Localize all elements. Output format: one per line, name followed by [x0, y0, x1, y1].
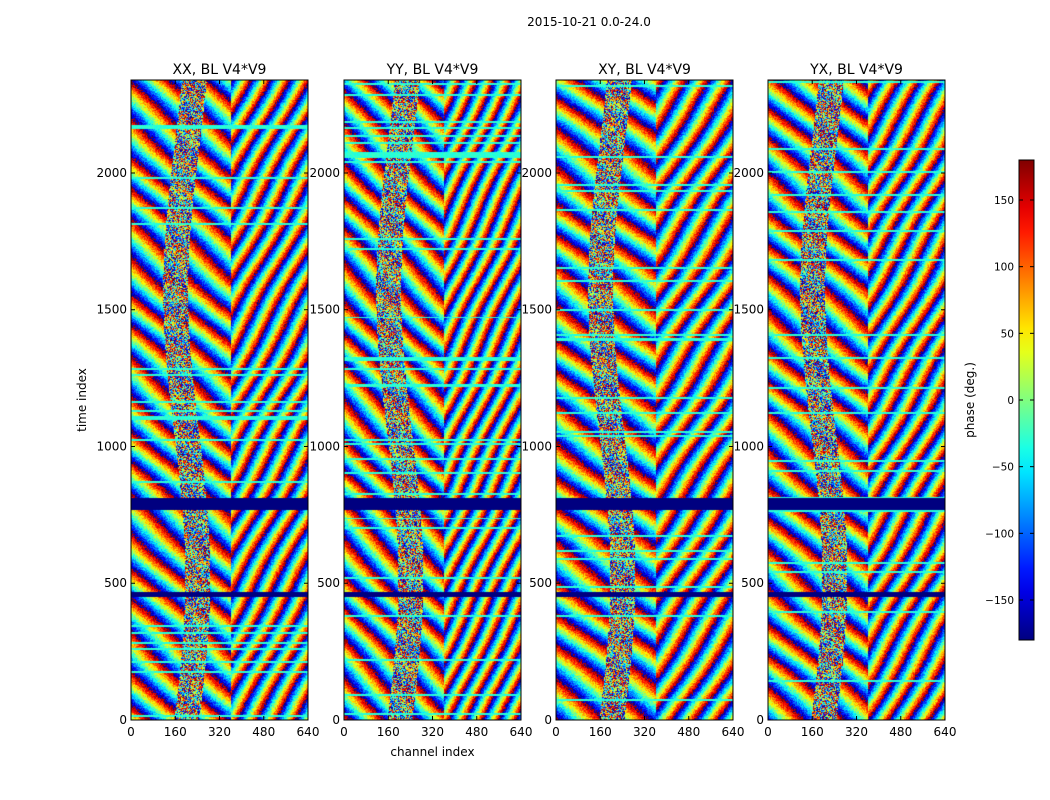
x-tick-label: 0: [340, 725, 348, 739]
y-tick-label: 2000: [733, 166, 764, 180]
y-tick-label: 1000: [96, 439, 127, 453]
y-tick-label: 1500: [96, 303, 127, 317]
x-tick-label: 640: [297, 725, 320, 739]
panel-title: XY, BL V4*V9: [598, 62, 691, 78]
y-tick-label: 2000: [309, 166, 340, 180]
x-tick-label: 0: [552, 725, 560, 739]
y-tick-label: 500: [529, 576, 552, 590]
x-tick-label: 160: [164, 725, 187, 739]
y-tick-label: 1000: [521, 439, 552, 453]
x-tick-label: 640: [934, 725, 957, 739]
panel-0: XX, BL V4*V9 0 160 320 480 640 0 500 1000 1500 200…: [75, 62, 319, 739]
colorbar-tick-label: −150: [985, 595, 1014, 607]
y-tick-label: 500: [104, 576, 127, 590]
y-tick-label: 1500: [733, 303, 764, 317]
y-tick-label: 1500: [521, 303, 552, 317]
x-tick-label: 480: [252, 725, 275, 739]
x-tick-label: 160: [801, 725, 824, 739]
panel-title: XX, BL V4*V9: [173, 62, 267, 78]
x-tick-label: 480: [889, 725, 912, 739]
colorbar-tick-label: 150: [994, 195, 1014, 207]
heatmap-image-1: [344, 80, 521, 720]
y-tick-label: 0: [756, 713, 764, 727]
x-axis-label: channel index: [390, 745, 474, 759]
panel-title: YY, BL V4*V9: [386, 62, 479, 78]
x-tick-label: 320: [208, 725, 231, 739]
y-tick-label: 2000: [96, 166, 127, 180]
panel-title: YX, BL V4*V9: [809, 62, 903, 78]
heatmap-image-3: [768, 80, 945, 720]
y-tick-label: 500: [741, 576, 764, 590]
heatmap-image-0: [131, 80, 308, 720]
x-tick-label: 320: [633, 725, 656, 739]
panels: XX, BL V4*V9 0 160 320 480 640 0 500 1000 1500 200…: [75, 62, 956, 759]
panel-1: YY, BL V4*V9 0 160 320 480 640 0 500 1000 1500 200…: [309, 62, 532, 759]
y-axis-label: time index: [75, 368, 89, 432]
colorbar-tick-label: 100: [994, 262, 1014, 274]
x-tick-label: 0: [127, 725, 135, 739]
y-tick-label: 2000: [521, 166, 552, 180]
x-tick-label: 640: [722, 725, 745, 739]
colorbar-tick-label: 0: [1007, 395, 1014, 407]
x-tick-label: 640: [510, 725, 533, 739]
x-tick-label: 0: [764, 725, 772, 739]
y-tick-label: 0: [332, 713, 340, 727]
x-tick-label: 480: [677, 725, 700, 739]
panel-3: YX, BL V4*V9 0 160 320 480 640 0 500 1000 1500 200…: [733, 62, 956, 739]
x-tick-label: 160: [377, 725, 400, 739]
colorbar-label: phase (deg.): [963, 362, 977, 438]
x-tick-label: 160: [589, 725, 612, 739]
colorbar-tick-label: 50: [1001, 328, 1014, 340]
panel-2: XY, BL V4*V9 0 160 320 480 640 0 500 1000 1500 200…: [521, 62, 744, 739]
y-tick-label: 1000: [309, 439, 340, 453]
heatmap-image-2: [556, 80, 733, 720]
colorbar-tick-label: −50: [992, 462, 1014, 474]
x-tick-label: 480: [465, 725, 488, 739]
x-tick-label: 320: [421, 725, 444, 739]
x-tick-label: 320: [845, 725, 868, 739]
colorbar: −150 −100 −50 0 50 100 150 phase (deg.): [963, 159, 1035, 641]
y-tick-label: 1000: [733, 439, 764, 453]
y-tick-label: 1500: [309, 303, 340, 317]
figure-suptitle: 2015-10-21 0.0-24.0: [527, 15, 651, 29]
colorbar-tick-label: −100: [985, 528, 1014, 540]
y-tick-label: 500: [317, 576, 340, 590]
y-tick-label: 0: [119, 713, 127, 727]
y-tick-label: 0: [544, 713, 552, 727]
